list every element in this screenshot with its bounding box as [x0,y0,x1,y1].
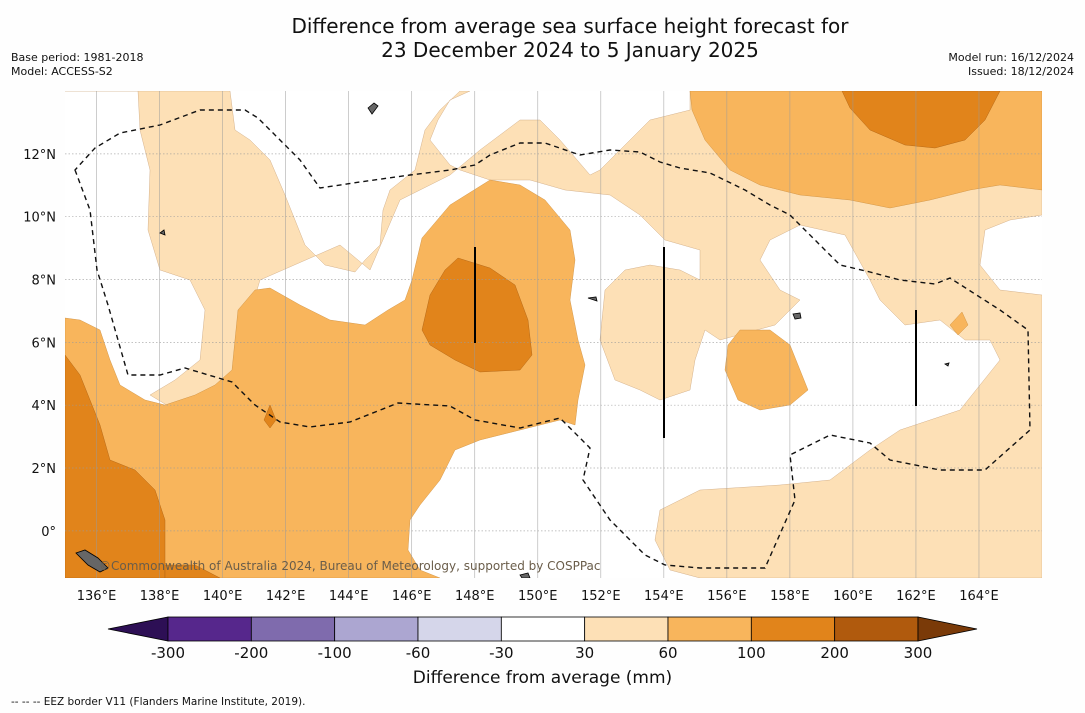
y-tick-label: 4°N [32,399,57,414]
x-tick-label: 152°E [581,589,621,604]
x-tick-label: 160°E [833,589,873,604]
colorbar-segment [750,616,836,642]
colorbar-label: 300 [904,644,933,662]
y-tick-label: 8°N [32,274,57,289]
x-tick-label: 154°E [644,589,684,604]
map-title: Difference from average sea surface heig… [200,14,940,62]
y-tick-label: 10°N [23,211,56,226]
x-tick-label: 164°E [959,589,999,604]
colorbar-segment [667,616,752,642]
band-100-200-southwest [65,354,166,578]
island-new-ireland [75,549,109,573]
x-tick-label: 158°E [770,589,810,604]
model-run: Model run: 16/12/2024 [948,51,1074,64]
island-atoll-b [587,296,598,302]
y-tick-label: 0° [41,525,56,540]
title-line-1: Difference from average sea surface heig… [291,14,849,38]
band-30-60 [65,91,1042,578]
colorbar-segment [500,616,586,642]
x-tick-label: 138°E [140,589,180,604]
band-100-200-northeast [841,91,1001,149]
island-atoll-a [159,229,166,236]
issued-date: Issued: 18/12/2024 [967,65,1074,78]
colorbar-label: -60 [406,644,431,662]
eez-footnote: -- -- -- EEZ border V11 (Flanders Marine… [11,696,306,708]
y-tick-label: 6°N [32,336,57,351]
colorbar-label: 100 [737,644,766,662]
colorbar-label: -300 [151,644,185,662]
model-name: Model: ACCESS-S2 [11,65,113,78]
island-atoll-c [944,362,950,367]
colorbar-extend-low [107,616,169,642]
colorbar-label: 200 [820,644,849,662]
y-tick-label: 2°N [32,462,57,477]
band-60-100-small [949,311,969,336]
islands [75,102,950,578]
colorbar-segment [167,616,252,642]
y-tick-label: 12°N [23,148,56,163]
x-tick-label: 146°E [392,589,432,604]
island-pohnpei [792,312,802,320]
x-tick-label: 148°E [455,589,495,604]
colorbar-segment [250,616,336,642]
colorbar-label: 30 [575,644,594,662]
colorbar-label: -100 [318,644,352,662]
x-tick-label: 140°E [203,589,243,604]
base-period-info: Base period: 1981-2018 Model: ACCESS-S2 [11,51,143,79]
band-100-200-bottom [164,564,221,578]
colorbar-segment [834,616,919,642]
copyright-text: ©Commonwealth of Australia 2024, Bureau … [99,559,601,573]
x-tick-labels: 136°E 138°E 140°E 142°E 144°E 146°E 148°E 150°E… [77,589,999,604]
x-tick-label: 150°E [518,589,558,604]
colorbar [107,616,978,642]
island-small-south [519,572,531,578]
eez-border [74,109,1031,569]
band-100-200-centre [421,257,533,373]
x-tick-label: 136°E [77,589,117,604]
y-tick-labels: 0° 2°N 4°N 6°N 8°N 10°N 12°N [23,148,56,540]
x-tick-label: 142°E [266,589,306,604]
meridian-markers [474,247,917,438]
colorbar-title: Difference from average (mm) [412,668,673,688]
title-line-2: 23 December 2024 to 5 January 2025 [381,38,759,62]
x-tick-label: 162°E [896,589,936,604]
colorbar-label: -200 [234,644,268,662]
colorbar-segment [417,616,502,642]
x-tick-label: 144°E [329,589,369,604]
x-tick-label: 156°E [707,589,747,604]
colorbar-segment [334,616,419,642]
island-guam [367,102,379,115]
band-100-200-small [263,404,277,429]
colorbar-label: 60 [658,644,677,662]
grid-lines [65,91,1042,578]
colorbar-label: -30 [489,644,514,662]
colorbar-labels: -300 -200 -100 -60 -30 30 60 100 200 300 [151,644,932,662]
colorbar-segment [584,616,669,642]
model-run-info: Model run: 16/12/2024 Issued: 18/12/2024 [948,51,1074,79]
colorbar-extend-high [917,616,978,642]
map-plot-area: ©Commonwealth of Australia 2024, Bureau … [65,91,1042,578]
base-period: Base period: 1981-2018 [11,51,144,64]
